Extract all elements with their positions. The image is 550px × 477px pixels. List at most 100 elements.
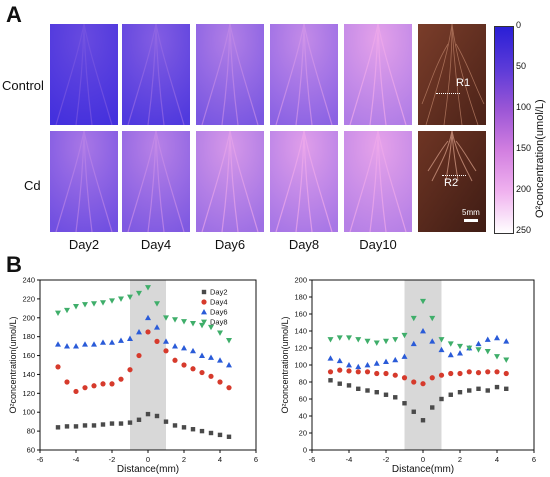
data-point	[145, 314, 151, 321]
colorbar-tick-label: 200	[516, 184, 532, 194]
heatmap-tile-cd-day2	[50, 131, 118, 232]
data-point	[336, 335, 343, 341]
data-point	[411, 409, 416, 414]
y-tick-label: 160	[294, 310, 307, 319]
heatmap-tile-control-day6	[196, 24, 264, 125]
data-point	[420, 381, 426, 387]
x-tick-label: 6	[532, 455, 536, 464]
data-point	[118, 337, 124, 343]
colorbar-title: O²concentration(umol/L)	[534, 99, 546, 218]
data-point	[226, 362, 232, 368]
data-point	[457, 350, 463, 356]
data-point	[383, 358, 389, 364]
data-point	[172, 357, 178, 363]
data-point	[411, 379, 417, 385]
data-point	[154, 413, 160, 419]
x-tick-label: 2	[458, 455, 462, 464]
data-point	[327, 369, 334, 375]
data-point	[346, 383, 352, 388]
x-tick-label: -2	[109, 455, 116, 464]
y-tick-label: 120	[294, 344, 307, 353]
data-point	[136, 328, 142, 335]
heatmap-tile-cd-day10	[344, 131, 412, 232]
data-point	[181, 425, 187, 430]
data-point	[91, 341, 97, 347]
legend-label: Day4	[210, 298, 228, 307]
data-point	[401, 353, 408, 359]
data-point	[82, 341, 88, 347]
data-point	[392, 372, 398, 378]
y-axis-label: O²concentration(umol/L)	[280, 316, 290, 413]
data-point	[190, 366, 196, 372]
data-point	[91, 423, 97, 428]
data-point	[109, 298, 115, 304]
transect-line-r2	[442, 175, 466, 176]
x-tick-label: -6	[309, 455, 316, 464]
data-point	[373, 360, 380, 366]
data-point	[356, 386, 361, 391]
data-point	[467, 388, 472, 393]
x-tick-label: 6	[254, 455, 258, 464]
y-tick-label: 100	[22, 408, 35, 417]
data-point	[410, 315, 417, 322]
data-point	[91, 383, 97, 389]
data-point	[199, 322, 205, 329]
data-point	[494, 369, 500, 375]
data-point	[190, 347, 196, 354]
y-tick-label: 0	[303, 446, 307, 455]
y-tick-label: 140	[22, 370, 35, 379]
data-point	[154, 301, 160, 307]
data-point	[199, 428, 205, 434]
data-point	[383, 392, 389, 397]
data-point	[199, 352, 205, 358]
data-point	[109, 421, 115, 426]
data-point	[475, 347, 482, 353]
colorbar-tick-label: 100	[516, 102, 532, 112]
data-point	[55, 310, 61, 317]
data-point	[337, 381, 342, 386]
data-point	[485, 388, 490, 393]
data-point	[226, 338, 232, 344]
data-point	[163, 315, 169, 321]
data-point	[190, 427, 196, 432]
shaded-root-region	[404, 280, 442, 450]
data-point	[447, 341, 454, 347]
photo-label-r1: R1	[456, 77, 471, 89]
data-point	[365, 388, 370, 393]
data-point	[55, 364, 61, 370]
y-axis-label: O²concentration(umol/L)	[8, 316, 18, 413]
data-point	[64, 424, 70, 429]
y-tick-label: 120	[22, 389, 35, 398]
legend-marker	[201, 309, 207, 315]
day-label-day10: Day10	[359, 237, 397, 252]
data-point	[374, 370, 380, 377]
data-point	[476, 386, 481, 391]
data-point	[374, 390, 379, 395]
data-point	[336, 357, 343, 364]
data-point	[73, 343, 79, 349]
data-point	[127, 420, 133, 425]
data-point	[217, 432, 223, 438]
data-point	[163, 419, 169, 424]
data-point	[364, 338, 371, 345]
data-point	[55, 341, 61, 347]
data-point	[100, 339, 106, 345]
x-axis-label: Distance(mm)	[117, 464, 179, 475]
data-point	[199, 369, 205, 376]
legend-marker	[201, 299, 207, 305]
data-point	[393, 395, 398, 400]
data-point	[364, 369, 371, 375]
data-point	[457, 370, 463, 377]
data-point	[337, 367, 343, 373]
root-photo-cd	[418, 131, 486, 232]
data-point	[172, 423, 178, 428]
data-point	[190, 321, 196, 327]
day-label-day6: Day6	[214, 237, 246, 252]
data-point	[100, 300, 106, 306]
colorbar-tick-label: 150	[516, 143, 532, 153]
data-point	[73, 424, 79, 429]
legend-label: Day6	[210, 308, 228, 317]
data-point	[217, 379, 223, 385]
data-point	[457, 343, 463, 350]
data-point	[494, 384, 500, 390]
